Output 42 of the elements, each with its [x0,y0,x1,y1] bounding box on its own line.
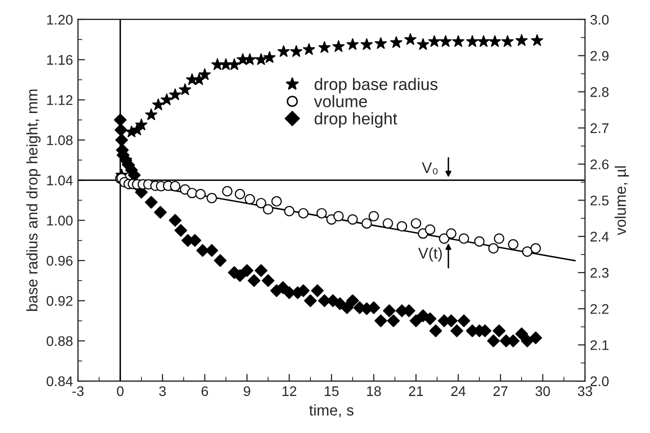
y-tick-label: 0.92 [46,296,72,306]
y2-tick-label: 2.3 [590,268,609,278]
x-tick-label: 12 [282,386,296,396]
y-tick-label: 1.12 [47,95,72,105]
x-tick-label: -3 [72,386,84,396]
y-tick-label: 0.84 [46,376,73,386]
y-axis-title: base radius and drop height, mm [26,90,41,311]
y-tick-label: 0.88 [46,336,73,346]
x-tick-label: 0 [116,386,124,396]
y2-tick-label: 2.9 [590,50,609,61]
y-tick-label: 1.00 [47,216,73,226]
y2-tick-label: 2.1 [590,340,608,350]
y2-tick-label: 3.0 [590,14,609,25]
y-tick-label: 1.08 [47,135,73,146]
x-tick-label: 18 [367,386,381,396]
x-tick-label: 6 [202,386,208,396]
y-tick-label: 0.96 [46,256,73,266]
y2-tick-label: 2.4 [590,232,609,242]
x-tick-label: 33 [578,386,592,396]
y2-tick-label: 2.2 [590,304,608,314]
x-tick-label: 15 [324,386,339,396]
y2-tick-label: 2.0 [590,376,609,386]
x-tick-label: 27 [493,386,508,396]
y-tick-label: 1.16 [47,54,73,65]
legend-label: drop height [314,112,398,128]
annotation: V(t) [418,247,442,262]
x-tick-label: 30 [536,386,550,396]
legend-label: drop base radius [314,78,438,94]
x-tick-label: 9 [244,386,250,396]
x-tick-label: 21 [408,386,424,396]
y-tick-label: 1.04 [47,176,73,186]
annotation: V₀ [422,162,438,174]
legend-label: volume [314,95,367,108]
y2-tick-label: 2.5 [590,196,609,206]
y2-tick-label: 2.7 [590,123,608,133]
y2-tick-label: 2.6 [590,159,609,170]
x-tick-label: 3 [159,386,166,396]
y2-tick-label: 2.8 [590,87,609,97]
x-tick-label: 24 [451,386,466,396]
x-axis-title: time, s [309,404,354,418]
y2-axis-title: volume, µl [614,166,629,236]
y-tick-label: 1.20 [47,14,73,25]
